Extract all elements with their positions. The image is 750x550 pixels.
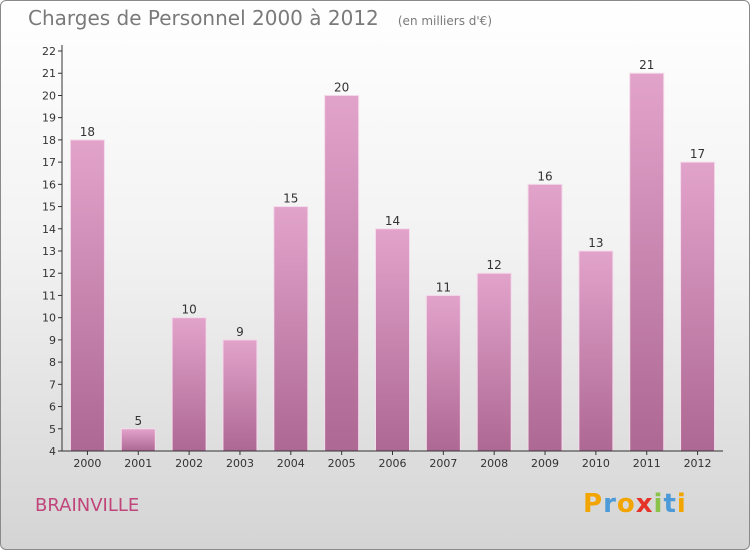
x-tick-label-2012: 2012 bbox=[684, 457, 712, 470]
bar-2003 bbox=[222, 339, 258, 452]
title-row: Charges de Personnel 2000 à 2012 (en mil… bbox=[28, 6, 492, 30]
x-tick-label-2010: 2010 bbox=[582, 457, 610, 470]
logo-letter: x bbox=[635, 489, 654, 519]
y-tick-label: 8 bbox=[49, 356, 56, 369]
bar-2006 bbox=[375, 228, 410, 452]
y-tick-label: 10 bbox=[42, 312, 56, 325]
value-label-2006: 14 bbox=[385, 214, 400, 228]
y-tick-label: 9 bbox=[49, 334, 56, 347]
bar-2012 bbox=[680, 161, 716, 452]
x-tick-label-2008: 2008 bbox=[480, 457, 508, 470]
value-label-2008: 12 bbox=[487, 258, 502, 272]
bars-layer: 18 5 10 9 15 20 14 11 12 16 13 21 17 bbox=[69, 58, 716, 452]
logo-letter: r bbox=[603, 489, 617, 519]
bar-2011 bbox=[629, 72, 665, 452]
bar-2007 bbox=[425, 294, 461, 452]
chart-subtitle: (en milliers d'€) bbox=[397, 14, 492, 28]
y-tick-label: 6 bbox=[49, 401, 56, 414]
y-tick-label: 16 bbox=[42, 178, 56, 191]
value-label-2009: 16 bbox=[537, 169, 552, 183]
bar-2010 bbox=[578, 250, 614, 452]
bar-2004 bbox=[273, 206, 309, 452]
value-label-2005: 20 bbox=[334, 80, 349, 94]
logo-letter: i bbox=[653, 489, 664, 519]
value-label-2010: 13 bbox=[588, 236, 603, 250]
y-tick-label: 13 bbox=[42, 245, 56, 258]
y-tick-label: 11 bbox=[42, 289, 56, 302]
value-label-2012: 17 bbox=[690, 147, 705, 161]
x-tick-label-2005: 2005 bbox=[328, 457, 356, 470]
value-label-2004: 15 bbox=[283, 192, 298, 206]
x-tick-label-2006: 2006 bbox=[379, 457, 407, 470]
bar-2001 bbox=[120, 428, 156, 452]
value-label-2007: 11 bbox=[436, 280, 451, 294]
value-label-2001: 5 bbox=[134, 414, 142, 428]
bar-2005 bbox=[324, 94, 360, 452]
x-tick-label-2002: 2002 bbox=[175, 457, 203, 470]
y-tick-label: 18 bbox=[42, 134, 56, 147]
bar-2008 bbox=[476, 272, 512, 452]
value-label-2000: 18 bbox=[80, 125, 95, 139]
y-tick-label: 15 bbox=[42, 201, 56, 214]
value-label-2003: 9 bbox=[236, 325, 244, 339]
logo-letter: P bbox=[583, 489, 604, 519]
y-tick-label: 12 bbox=[42, 267, 56, 280]
bar-2002 bbox=[171, 317, 207, 452]
x-tick-label-2000: 2000 bbox=[73, 457, 101, 470]
x-tick-label-2001: 2001 bbox=[124, 457, 152, 470]
y-tick-label: 14 bbox=[42, 223, 56, 236]
x-tick-label-2003: 2003 bbox=[226, 457, 254, 470]
y-tick-label: 21 bbox=[42, 67, 56, 80]
logo-letter: t bbox=[663, 489, 677, 519]
proxiti-logo: Proxiti bbox=[583, 489, 687, 519]
y-tick-label: 20 bbox=[42, 89, 56, 102]
bar-2000 bbox=[69, 139, 105, 452]
value-label-2011: 21 bbox=[639, 58, 654, 72]
y-tick-label: 19 bbox=[42, 112, 56, 125]
x-tick-label-2007: 2007 bbox=[429, 457, 457, 470]
commune-name: BRAINVILLE bbox=[35, 495, 140, 516]
y-tick-label: 22 bbox=[42, 45, 56, 58]
y-tick-label: 4 bbox=[49, 445, 56, 458]
logo-letter: o bbox=[616, 489, 636, 519]
y-tick-label: 7 bbox=[49, 378, 56, 391]
x-tick-label-2004: 2004 bbox=[277, 457, 305, 470]
y-tick-label: 17 bbox=[42, 156, 56, 169]
y-tick-label: 5 bbox=[49, 423, 56, 436]
value-label-2002: 10 bbox=[181, 303, 196, 317]
bar-2009 bbox=[527, 183, 563, 452]
chart-title: Charges de Personnel 2000 à 2012 bbox=[28, 6, 379, 30]
logo-letter: i bbox=[676, 489, 687, 519]
x-tick-label-2009: 2009 bbox=[531, 457, 559, 470]
x-tick-label-2011: 2011 bbox=[633, 457, 661, 470]
axis-layer: 4 5 6 7 8 9 10 11 12 13 14 15 16 17 18 19 20 21 22 2000 2001… bbox=[42, 45, 723, 470]
